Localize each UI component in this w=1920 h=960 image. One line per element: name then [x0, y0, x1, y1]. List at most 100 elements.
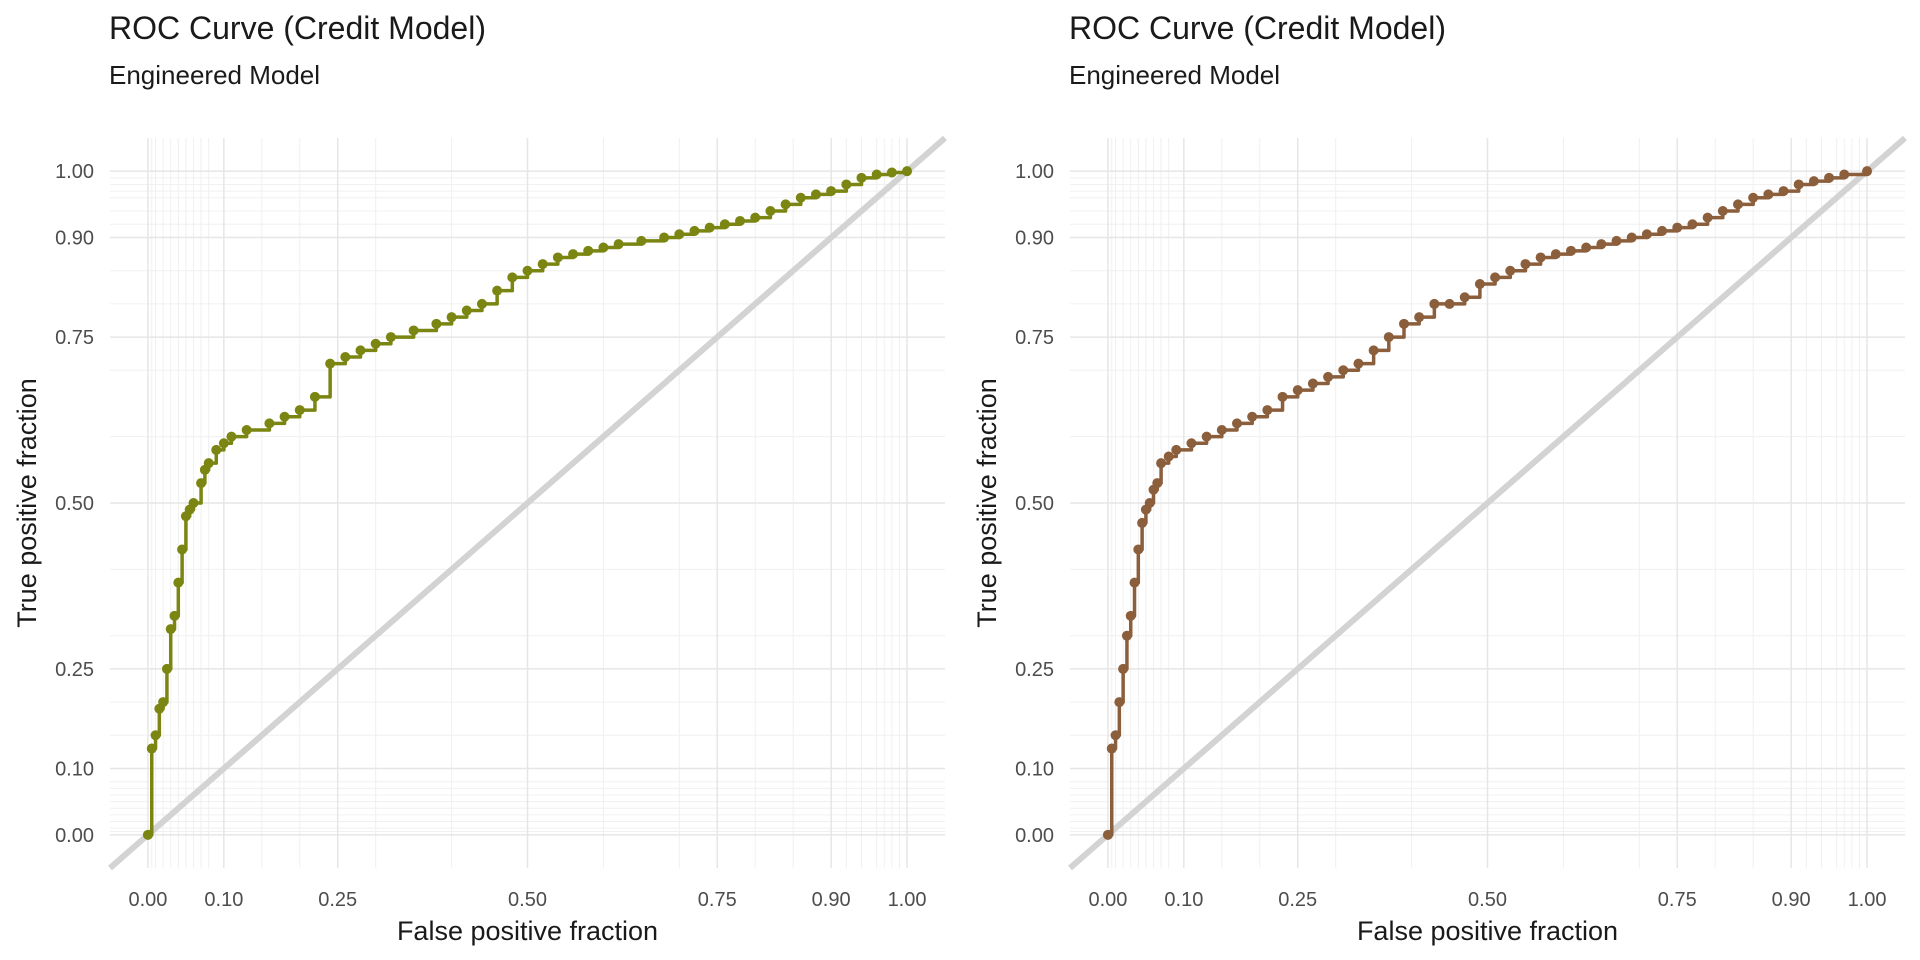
y-axis-title: True positive fraction: [972, 378, 1002, 628]
roc-point: [241, 425, 252, 435]
roc-point: [1535, 252, 1546, 263]
reference-diagonal-line: [1068, 135, 1907, 871]
roc-point: [1414, 312, 1425, 323]
x-tick-label: 0.50: [508, 889, 547, 911]
roc-point: [188, 498, 199, 508]
roc-point: [636, 235, 647, 246]
roc-point: [780, 199, 791, 210]
y-tick-label: 0.00: [55, 825, 94, 847]
roc-point: [309, 391, 320, 402]
roc-point: [1459, 292, 1470, 303]
y-tick-label: 0.00: [1015, 825, 1054, 847]
y-tick-label: 0.90: [55, 228, 94, 250]
roc-point: [264, 418, 275, 429]
roc-point: [169, 610, 180, 621]
roc-point: [1186, 438, 1197, 449]
x-tick-label: 0.00: [1088, 889, 1127, 911]
roc-point: [552, 252, 563, 263]
roc-point: [537, 259, 548, 270]
roc-point: [1505, 265, 1516, 276]
roc-point: [1353, 358, 1364, 369]
x-tick-label: 0.25: [318, 889, 357, 911]
roc-point: [1717, 206, 1728, 216]
roc-plot-left: 0.00 0.10 0.25 0.50 0.75 0.90 1.00 0.00 0.10 0.25…: [12, 135, 947, 946]
roc-point: [1114, 697, 1125, 708]
roc-point: [886, 167, 897, 178]
roc-point: [1672, 222, 1683, 233]
chart-subtitle: Engineered Model: [1069, 60, 1281, 90]
y-tick-label: 0.25: [55, 659, 94, 681]
roc-point: [1106, 743, 1117, 754]
roc-point: [492, 285, 503, 296]
roc-point: [841, 179, 852, 190]
y-axis-title: True positive fraction: [12, 378, 42, 628]
roc-plot-right: 0.00 0.10 0.25 0.50 0.75 0.90 1.00 0.00 0.10 0.25…: [972, 135, 1907, 946]
x-tick-label: 1.00: [888, 889, 927, 911]
roc-point: [1611, 235, 1622, 246]
roc-point: [1520, 259, 1531, 270]
roc-point: [902, 166, 913, 177]
roc-point: [461, 305, 472, 316]
roc-point: [1307, 378, 1318, 389]
roc-point: [211, 444, 222, 455]
roc-point: [507, 272, 518, 283]
roc-point: [674, 229, 685, 240]
roc-point: [355, 345, 366, 356]
y-tick-label: 0.75: [55, 327, 94, 349]
roc-point: [750, 212, 761, 223]
roc-point: [1399, 318, 1409, 329]
roc-point: [1247, 411, 1258, 422]
roc-point: [476, 298, 487, 309]
roc-point: [1121, 630, 1132, 641]
y-tick-label: 0.50: [55, 493, 94, 515]
roc-point: [659, 232, 670, 243]
x-tick-label: 0.00: [128, 889, 167, 911]
roc-point: [568, 249, 579, 260]
roc-point: [1129, 577, 1140, 588]
roc-point: [1292, 385, 1303, 396]
y-tick-label: 0.10: [55, 758, 94, 780]
roc-panel-left: 0.00 0.10 0.25 0.50 0.75 0.90 1.00 0.00 0.10 0.25…: [12, 10, 947, 946]
roc-point: [1862, 166, 1873, 177]
roc-point: [279, 411, 290, 422]
roc-point: [1626, 232, 1637, 243]
roc-point: [294, 405, 305, 416]
x-tick-label: 0.90: [1772, 889, 1811, 911]
chart-title: ROC Curve (Credit Model): [1069, 10, 1446, 46]
roc-point: [1641, 229, 1652, 240]
roc-point: [203, 458, 214, 469]
roc-point: [370, 338, 381, 349]
roc-point: [1152, 478, 1163, 489]
roc-point: [1163, 451, 1174, 462]
roc-point: [826, 186, 837, 197]
roc-point: [146, 743, 157, 754]
roc-point: [196, 478, 207, 489]
roc-point: [795, 192, 806, 203]
roc-point: [719, 219, 730, 230]
roc-point: [1216, 425, 1227, 435]
roc-point: [871, 169, 882, 180]
roc-point: [1839, 169, 1850, 180]
roc-point: [1474, 279, 1485, 289]
y-tick-label: 1.00: [55, 161, 94, 183]
x-tick-label: 0.50: [1468, 889, 1507, 911]
x-tick-label: 1.00: [1848, 889, 1887, 911]
roc-point: [1687, 219, 1698, 230]
y-tick-label: 0.90: [1015, 228, 1054, 250]
x-tick-label: 0.10: [1164, 889, 1203, 911]
roc-point: [613, 239, 624, 250]
roc-point: [1125, 610, 1136, 621]
roc-point: [1733, 199, 1743, 210]
roc-point: [446, 312, 457, 323]
roc-point: [385, 332, 396, 343]
y-tick-label: 0.25: [1015, 659, 1054, 681]
reference-diagonal-line: [108, 135, 947, 871]
roc-point: [1232, 418, 1242, 429]
roc-point: [522, 265, 533, 276]
roc-point: [177, 544, 188, 555]
roc-point: [689, 225, 700, 236]
x-tick-label: 0.90: [812, 889, 851, 911]
roc-point: [1748, 192, 1759, 203]
roc-point: [1808, 176, 1819, 187]
